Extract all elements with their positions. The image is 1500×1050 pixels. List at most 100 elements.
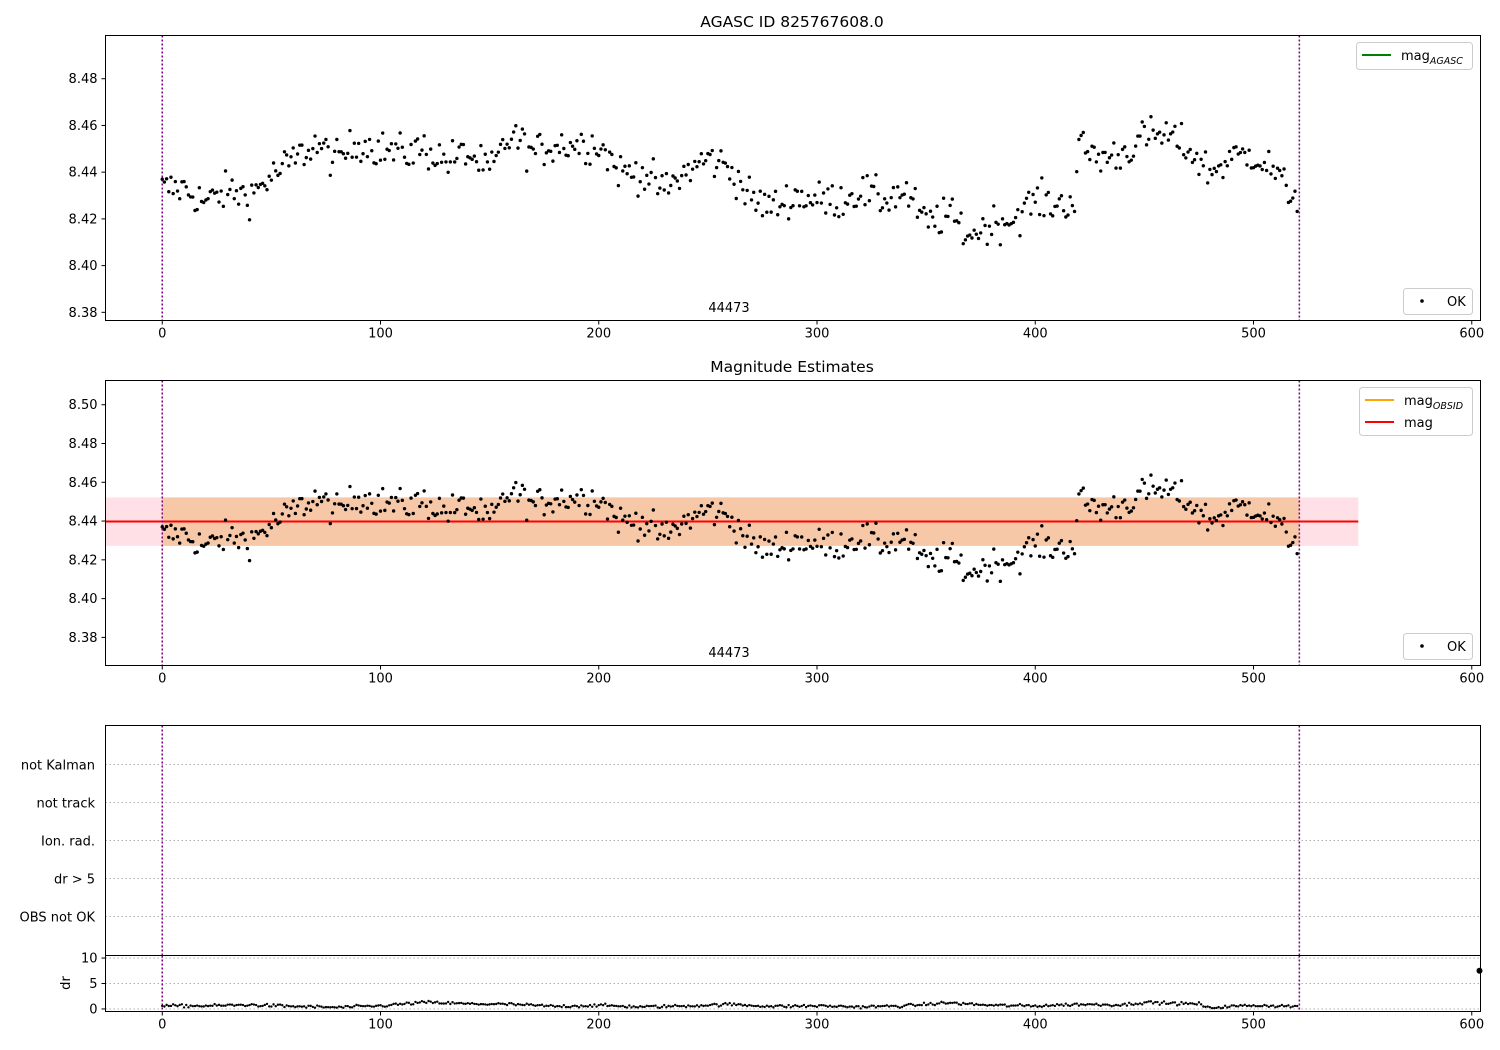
magnitude-ok-point bbox=[1190, 511, 1195, 515]
dr-point bbox=[1285, 1004, 1288, 1008]
magnitude-ok-point bbox=[660, 522, 664, 526]
agasc-ok-point bbox=[688, 178, 693, 183]
agasc-panel: AGASC ID 825767608.0 0 100 200 300 400 500 600… bbox=[69, 13, 1485, 342]
dr-point bbox=[558, 1004, 561, 1008]
dr-point bbox=[261, 1004, 264, 1008]
agasc-ok-point bbox=[1018, 234, 1022, 238]
magnitude-line-legend: magOBSID mag bbox=[1359, 387, 1473, 436]
magnitude-ok-point bbox=[941, 540, 946, 545]
dr-point bbox=[494, 1002, 498, 1006]
dr-point bbox=[167, 1004, 170, 1008]
agasc-ok-point bbox=[666, 191, 671, 195]
agasc-ok-point bbox=[1208, 167, 1212, 172]
dr-point bbox=[942, 1001, 945, 1004]
magnitude-ok-point bbox=[516, 499, 520, 503]
magnitude-ok-point bbox=[1085, 502, 1090, 506]
dr-point bbox=[822, 1004, 825, 1007]
dr-point bbox=[1269, 1004, 1273, 1008]
magnitude-ok-point bbox=[872, 531, 876, 535]
dr-point bbox=[1182, 1002, 1185, 1006]
magnitude-ok-point bbox=[1046, 536, 1051, 540]
dr-point bbox=[455, 1002, 459, 1005]
magnitude-ok-point bbox=[887, 550, 891, 555]
dr-point bbox=[820, 1003, 823, 1007]
dr-point bbox=[1099, 1004, 1102, 1008]
magnitude-ok-point bbox=[241, 531, 245, 535]
agasc-ok-point bbox=[1033, 200, 1037, 204]
magnitude-ok-point bbox=[592, 499, 597, 503]
dr-point bbox=[1274, 1006, 1277, 1009]
agasc-ok-point bbox=[243, 193, 247, 197]
dr-point bbox=[586, 1005, 590, 1008]
agasc-ok-point bbox=[1151, 128, 1155, 132]
agasc-obsid-label: 44473 bbox=[708, 301, 749, 316]
dr-point bbox=[767, 1005, 771, 1008]
magnitude-ok-point bbox=[1271, 514, 1275, 518]
magnitude-ok-point bbox=[1024, 541, 1029, 545]
agasc-ok-point bbox=[332, 149, 337, 154]
magnitude-ok-point bbox=[446, 519, 450, 523]
dr-point bbox=[215, 1004, 219, 1007]
dr-point bbox=[1162, 1000, 1166, 1003]
agasc-ok-point bbox=[206, 196, 210, 201]
magnitude-ok-point bbox=[655, 537, 660, 541]
agasc-ok-point bbox=[599, 147, 603, 151]
agasc-ok-point bbox=[928, 209, 933, 213]
dr-point bbox=[542, 1005, 546, 1008]
agasc-ok-point bbox=[948, 203, 952, 208]
magnitude-ok-point bbox=[1262, 511, 1267, 515]
agasc-ok-point bbox=[1125, 154, 1129, 159]
magnitude-ok-point bbox=[531, 500, 535, 504]
agasc-ytick-label: 8.42 bbox=[69, 212, 98, 227]
dr-point bbox=[780, 1004, 784, 1007]
dr-point bbox=[446, 1000, 450, 1004]
magnitude-ok-point bbox=[322, 495, 326, 499]
agasc-ok-point bbox=[278, 171, 282, 176]
magnitude-ok-point bbox=[669, 530, 673, 534]
dr-point bbox=[1095, 1002, 1098, 1005]
magnitude-ok-point bbox=[167, 535, 171, 539]
magnitude-ok-point bbox=[210, 534, 215, 538]
dr-point bbox=[355, 1003, 358, 1007]
magnitude-ok-point bbox=[1269, 520, 1273, 525]
magnitude-ok-point bbox=[522, 487, 527, 492]
dr-point bbox=[924, 1003, 928, 1007]
dr-point bbox=[370, 1005, 373, 1008]
agasc-ok-point bbox=[695, 164, 699, 169]
agasc-ok-point bbox=[346, 151, 350, 156]
magnitude-ok-point bbox=[1162, 488, 1166, 492]
dr-point bbox=[1051, 1003, 1054, 1007]
agasc-ok-point bbox=[374, 162, 378, 166]
magnitude-ok-point bbox=[586, 503, 590, 508]
magnitude-ok-point bbox=[215, 535, 219, 540]
magnitude-ok-point bbox=[570, 497, 575, 502]
magnitude-ok-point bbox=[477, 517, 481, 522]
magnitude-ok-point bbox=[472, 506, 477, 510]
magnitude-ok-point bbox=[821, 536, 826, 541]
agasc-ok-point bbox=[845, 202, 850, 206]
dr-point bbox=[621, 1004, 624, 1008]
agasc-ok-point bbox=[1288, 199, 1293, 203]
agasc-ok-point bbox=[160, 177, 164, 181]
magnitude-ok-point bbox=[1079, 488, 1083, 493]
dr-point bbox=[593, 1003, 596, 1006]
agasc-ok-point bbox=[562, 146, 566, 151]
agasc-ok-point bbox=[1088, 157, 1092, 162]
magnitude-ok-point bbox=[636, 539, 640, 543]
dr-point bbox=[999, 1003, 1002, 1006]
agasc-ok-point bbox=[867, 199, 872, 203]
dr-point bbox=[235, 1003, 238, 1007]
magnitude-ok-point bbox=[677, 532, 682, 537]
dr-point bbox=[1226, 1006, 1229, 1009]
agasc-ok-point bbox=[1199, 157, 1203, 161]
dr-point bbox=[169, 1004, 173, 1008]
magnitude-ok-point bbox=[1227, 502, 1232, 506]
dr-point bbox=[1219, 1007, 1222, 1010]
agasc-ok-point bbox=[832, 213, 837, 217]
agasc-ok-point bbox=[933, 224, 937, 228]
dr-point bbox=[1075, 1002, 1078, 1005]
dr-point bbox=[324, 1005, 328, 1009]
dr-point bbox=[994, 1003, 998, 1006]
